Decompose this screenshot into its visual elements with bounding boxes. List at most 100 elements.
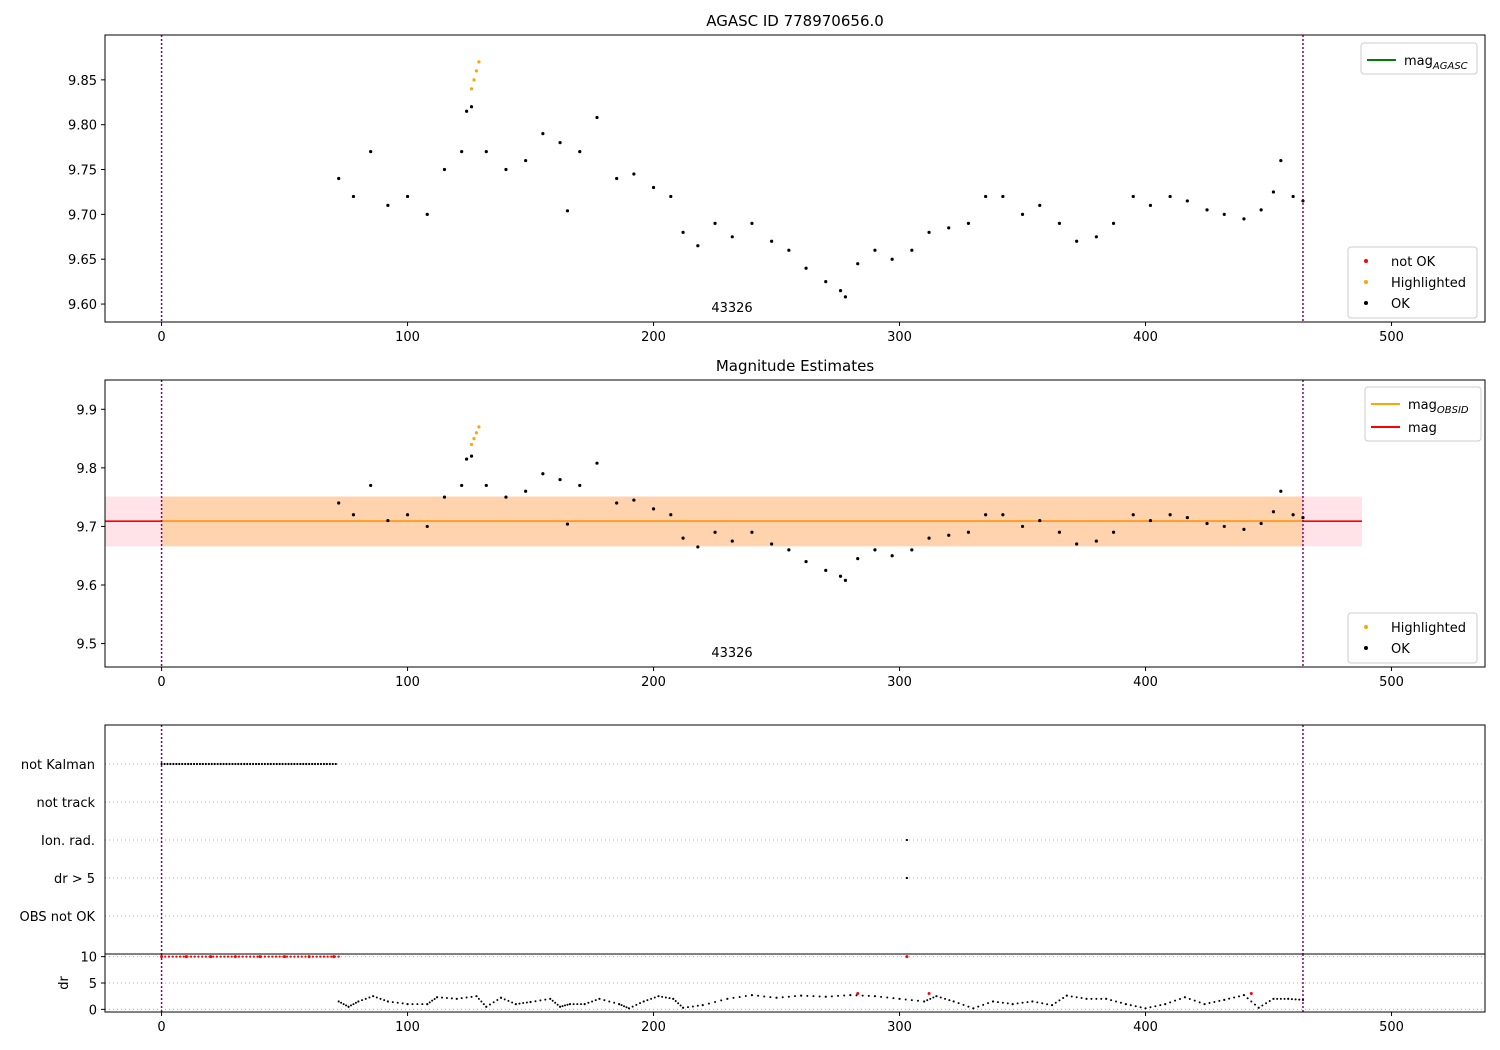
p0-ytick-label: 9.60 (68, 298, 97, 313)
p3-point (488, 1003, 491, 1006)
p3-point (345, 1004, 348, 1007)
p3-point (322, 955, 326, 958)
p3-point (416, 1003, 419, 1006)
p3-point (1001, 1001, 1004, 1004)
p3-point (1075, 996, 1078, 999)
p3-point (349, 1004, 352, 1007)
p3-point (939, 996, 942, 999)
p2-flag-point (284, 762, 287, 766)
p0-point (1075, 239, 1079, 243)
p3-point (794, 995, 796, 998)
p3-point (1218, 999, 1221, 1002)
p1-point (1111, 530, 1116, 534)
p3-point (534, 1000, 537, 1003)
p0-point (351, 194, 356, 199)
p3-point (1208, 1002, 1211, 1005)
p3-point (252, 955, 255, 958)
p1-point (838, 574, 843, 578)
p3-point (441, 996, 444, 999)
p3-point (525, 1001, 528, 1004)
p1-legend-line-label: mag (1408, 421, 1437, 436)
p2-flag-point (905, 838, 909, 842)
p2-flag-point (195, 762, 199, 766)
p3-point (433, 997, 436, 1000)
p3-point (625, 1006, 628, 1009)
p0-point (477, 60, 481, 64)
p1-ytick-label: 9.9 (76, 403, 97, 418)
p3-point (1139, 1006, 1142, 1009)
p1-point (469, 442, 474, 447)
p1-point (1057, 530, 1062, 534)
p0-point (1111, 221, 1116, 225)
p1-point (1279, 489, 1283, 493)
p3-point (948, 999, 951, 1002)
p0-point (1242, 217, 1246, 221)
p1-point (696, 545, 700, 549)
p3-point (311, 955, 314, 958)
p3-point (182, 955, 185, 958)
p2-flag-point (275, 762, 278, 766)
p3-point (1058, 999, 1061, 1002)
p2-flag-point (172, 762, 175, 766)
p0-point (369, 149, 373, 154)
p2-flag-point (251, 762, 255, 766)
p3-point (566, 1003, 569, 1006)
p1-point (565, 522, 570, 526)
p3-point (1174, 999, 1177, 1002)
p3-xtick-label: 100 (395, 1020, 420, 1035)
p1-point (460, 483, 464, 488)
p1-ytick-label: 9.8 (76, 462, 97, 477)
p3-point (1036, 1001, 1039, 1004)
p3-point (642, 1000, 645, 1003)
p0-point (1259, 208, 1263, 212)
p3-point (470, 995, 473, 998)
p1-point (504, 495, 508, 499)
p3-point (564, 1004, 566, 1007)
p3-point (1276, 997, 1279, 1000)
p3-point (315, 955, 318, 958)
p0-point (873, 248, 877, 252)
p3-point (1257, 1006, 1260, 1009)
p0-legend-point-label: OK (1391, 297, 1410, 312)
p0-legend-point-swatch (1364, 280, 1368, 284)
p3-point (967, 1005, 970, 1008)
p3-xtick-label: 400 (1133, 1020, 1158, 1035)
p3-point (923, 1000, 926, 1003)
p3-point (189, 955, 193, 958)
p2-flag-point (246, 762, 249, 766)
p3-point (639, 1002, 642, 1005)
p0-xtick-label: 300 (887, 330, 912, 345)
p3-point (681, 1006, 685, 1009)
p2-flag-point (169, 762, 172, 766)
p1-legend-point-label: Highlighted (1391, 621, 1466, 636)
p3-point (613, 1001, 616, 1004)
p3-point (554, 1001, 557, 1004)
p3-point (551, 999, 554, 1002)
p3-point (856, 992, 860, 996)
p3-point (843, 994, 846, 997)
p3-point (245, 955, 248, 958)
p3-point (880, 995, 883, 998)
p2-flag-point (234, 762, 237, 766)
p3-point (278, 955, 281, 958)
p0-point (1020, 212, 1025, 216)
p1-point (1094, 539, 1098, 543)
p3-point (952, 1000, 955, 1003)
p2-flag-point (331, 762, 334, 766)
p3-point (701, 1004, 704, 1007)
p1-point (856, 557, 860, 561)
p3-point (905, 955, 909, 959)
p3-point (340, 1001, 343, 1004)
p0-frame (104, 34, 1486, 323)
p3-point (326, 955, 329, 958)
p3-point (1050, 1004, 1054, 1007)
p3-point (568, 1002, 572, 1006)
p3-point (677, 1002, 680, 1005)
p3-point (428, 1001, 431, 1004)
p2-flag-point (334, 762, 337, 766)
p3-point (1272, 997, 1275, 1000)
p3-point (800, 994, 803, 997)
p2-flag-point (210, 762, 213, 766)
p3-point (357, 1000, 360, 1003)
p0-legend-point-swatch (1364, 301, 1368, 305)
